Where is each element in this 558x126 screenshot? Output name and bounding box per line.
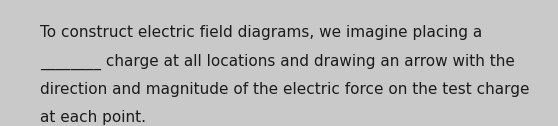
Text: ________ charge at all locations and drawing an arrow with the: ________ charge at all locations and dra… xyxy=(40,54,515,70)
Text: at each point.: at each point. xyxy=(40,110,146,125)
Text: To construct electric field diagrams, we imagine placing a: To construct electric field diagrams, we… xyxy=(40,25,483,40)
Text: direction and magnitude of the electric force on the test charge: direction and magnitude of the electric … xyxy=(40,82,530,97)
